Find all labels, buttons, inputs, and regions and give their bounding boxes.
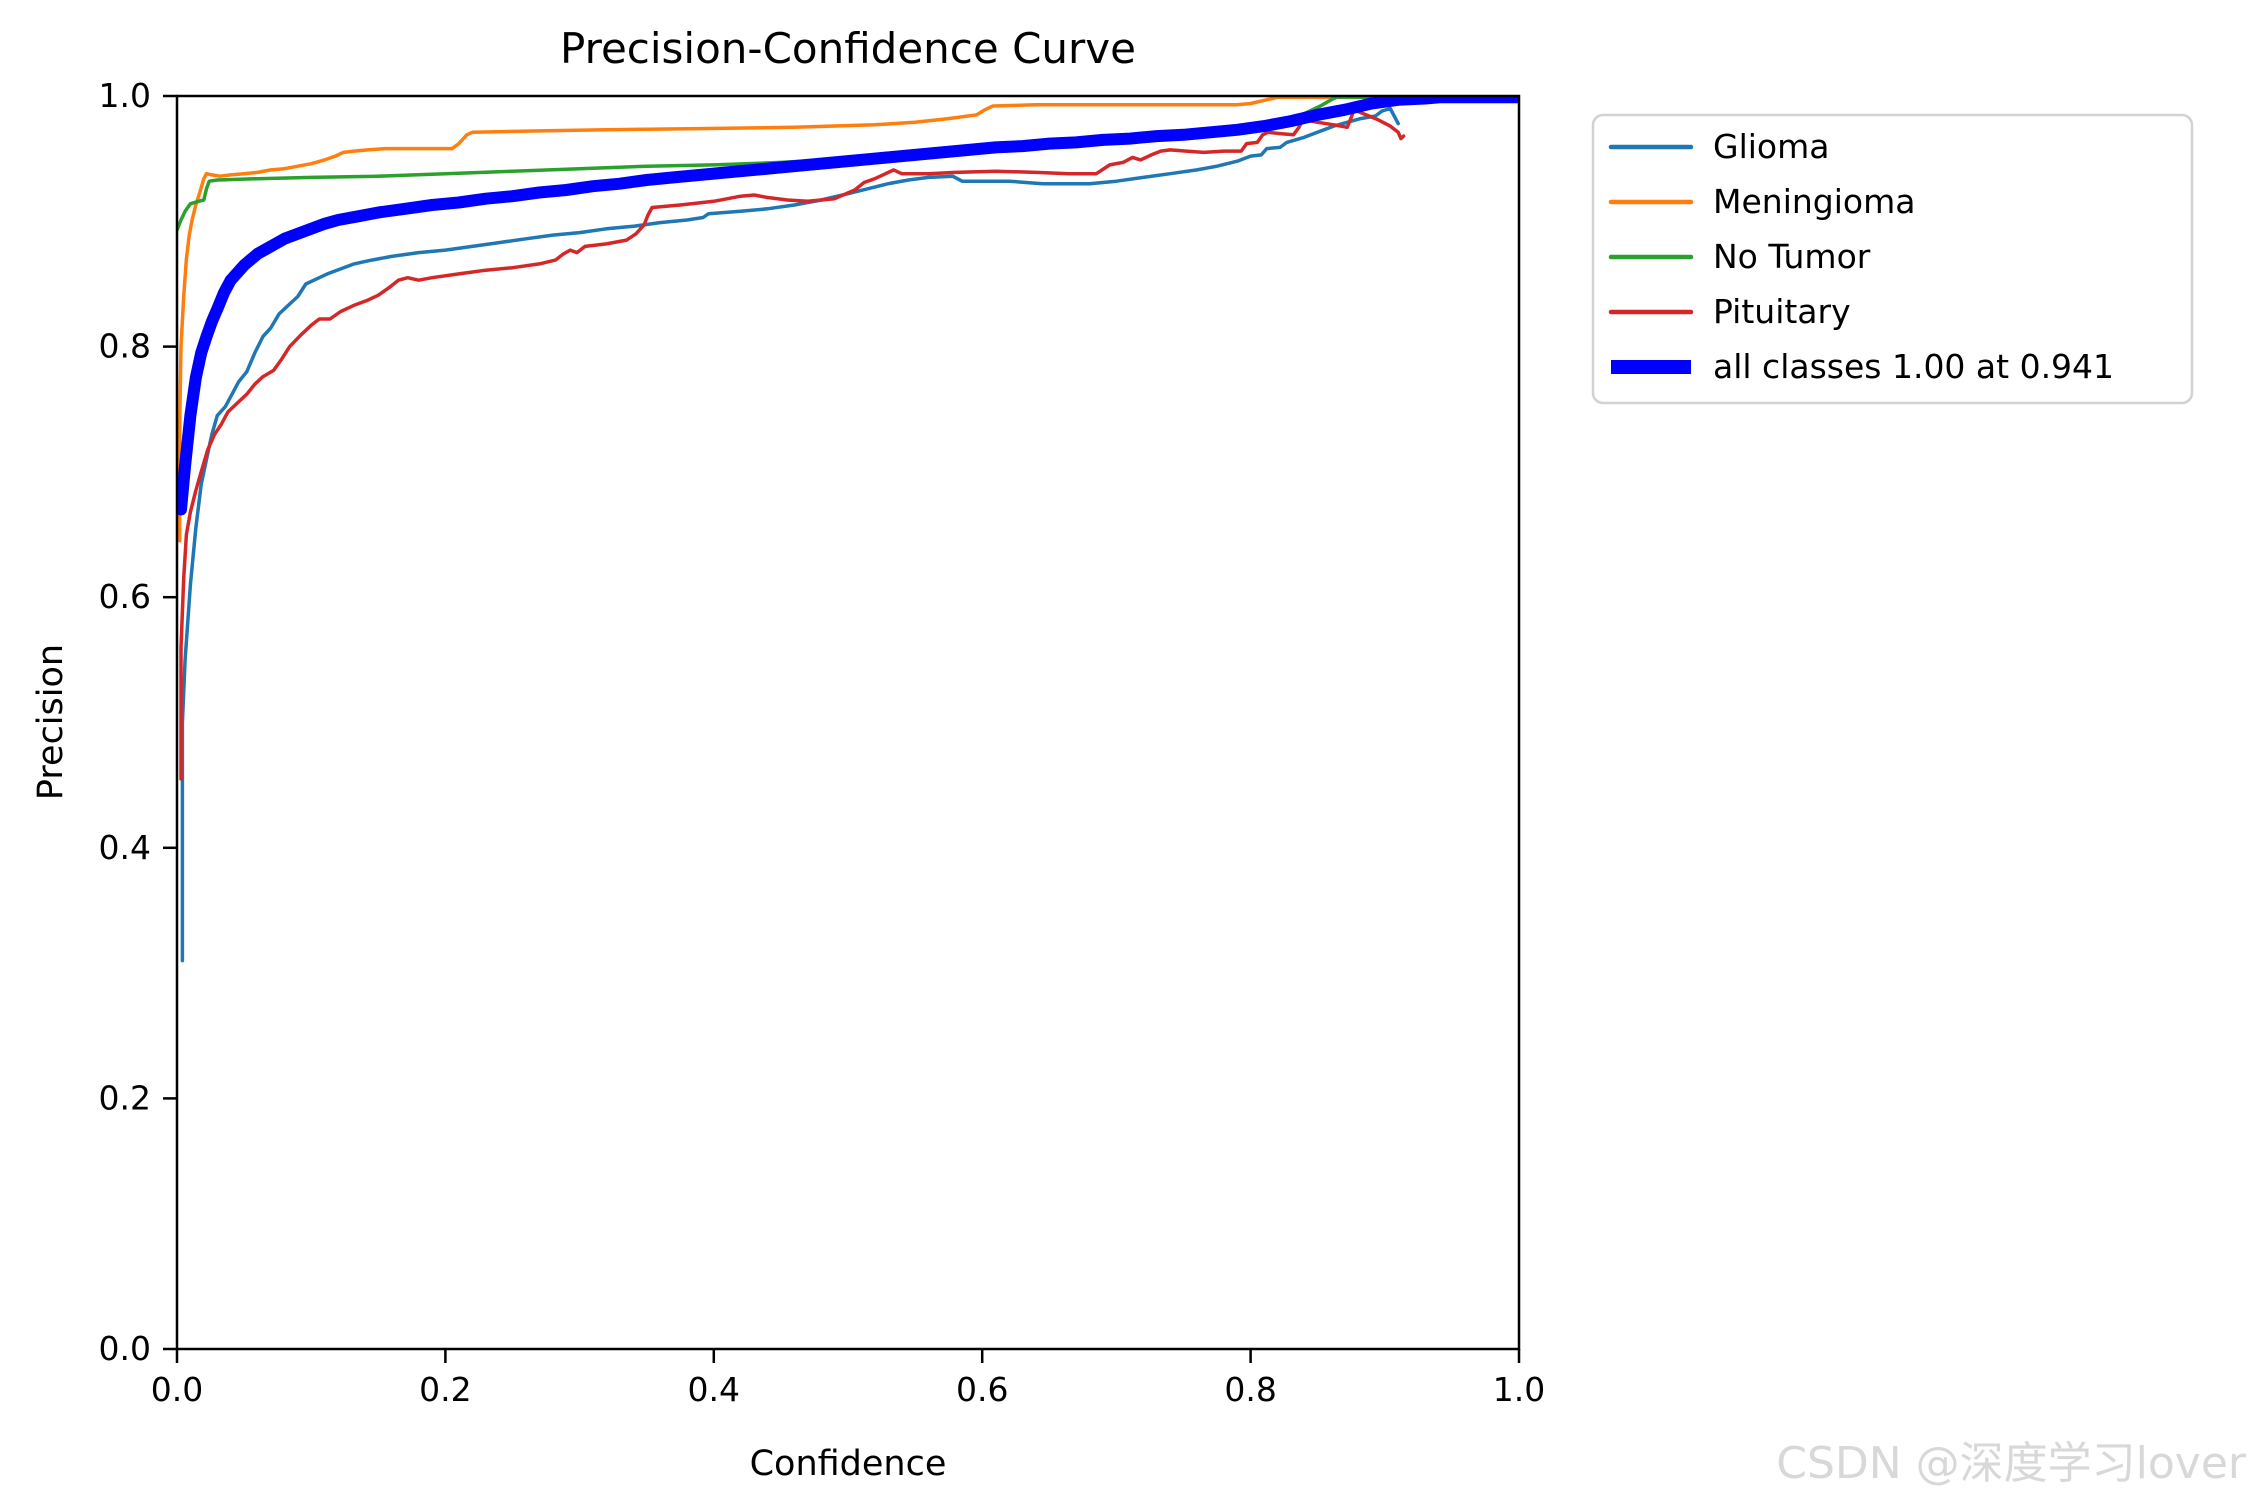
chart-title: Precision-Confidence Curve xyxy=(560,24,1136,73)
y-tick-label: 0.6 xyxy=(99,577,151,616)
y-tick-label: 1.0 xyxy=(99,76,151,115)
x-tick-label: 0.6 xyxy=(956,1370,1008,1409)
x-tick-label: 0.4 xyxy=(688,1370,740,1409)
curve-meningioma xyxy=(177,96,1519,543)
curves-group xyxy=(177,96,1519,963)
x-tick-label: 0.8 xyxy=(1224,1370,1276,1409)
curve-all-classes-1-00-at-0-941 xyxy=(177,96,1519,516)
x-tick-label: 0.2 xyxy=(419,1370,471,1409)
y-tick-label: 0.0 xyxy=(99,1329,151,1368)
legend-label-meningioma: Meningioma xyxy=(1713,182,1915,221)
curve-pituitary xyxy=(179,108,1406,781)
plot-border xyxy=(175,94,1521,1351)
legend-label-pituitary: Pituitary xyxy=(1713,292,1851,331)
x-tick-label: 0.0 xyxy=(151,1370,203,1409)
x-axis-label: Confidence xyxy=(750,1444,947,1484)
legend-label-all-classes-1-00-at-0-941: all classes 1.00 at 0.941 xyxy=(1713,347,2114,386)
y-axis-ticks: 0.0 0.2 0.4 0.6 0.8 1.0 xyxy=(99,76,177,1368)
legend: Glioma Meningioma No Tumor Pituitary all cla… xyxy=(1591,113,2194,405)
y-axis-label: Precision xyxy=(31,644,71,800)
curve-glioma xyxy=(180,106,1400,963)
y-tick-label: 0.4 xyxy=(99,828,151,867)
watermark: CSDN @深度学习lover xyxy=(1776,1438,2247,1489)
y-tick-label: 0.2 xyxy=(99,1078,151,1117)
legend-label-glioma: Glioma xyxy=(1713,127,1829,166)
legend-box xyxy=(1591,113,2194,405)
legend-label-no-tumor: No Tumor xyxy=(1713,237,1871,276)
x-axis-ticks: 0.0 0.2 0.4 0.6 0.8 1.0 xyxy=(151,1349,1545,1409)
x-tick-label: 1.0 xyxy=(1493,1370,1545,1409)
y-tick-label: 0.8 xyxy=(99,327,151,366)
